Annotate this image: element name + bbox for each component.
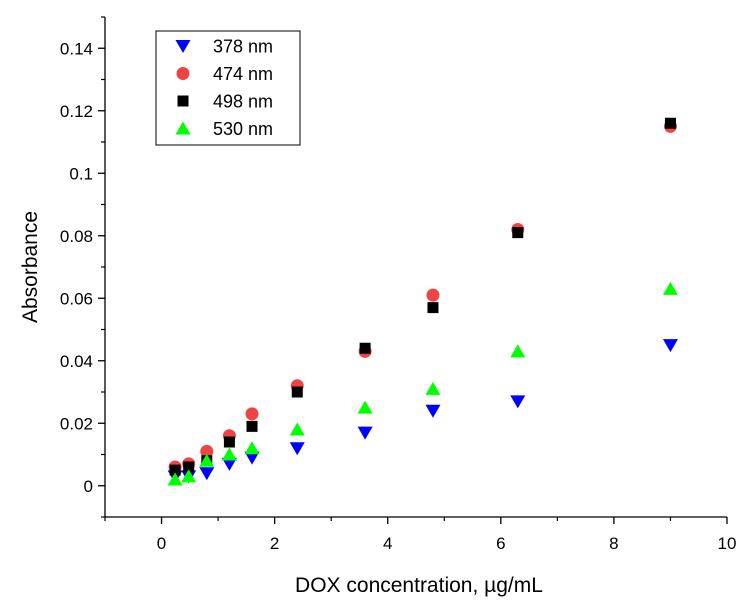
series-474-nm [168, 119, 677, 474]
data-point [359, 342, 371, 354]
y-tick-label: 0.08 [60, 227, 93, 246]
data-points [167, 117, 678, 486]
x-tick-label: 2 [270, 534, 279, 553]
y-tick-label: 0.1 [69, 164, 93, 183]
data-point [169, 464, 181, 476]
data-point [199, 453, 215, 467]
data-point [510, 395, 526, 409]
x-tick-label: 8 [609, 534, 618, 553]
y-tick-label: 0 [84, 477, 93, 496]
data-point [221, 447, 237, 461]
data-point [221, 457, 237, 471]
data-point [223, 436, 235, 448]
data-point [664, 117, 676, 129]
data-point [289, 422, 305, 436]
legend: 378 nm 474 nm 498 nm 530 nm [155, 30, 301, 146]
data-point [200, 444, 214, 458]
data-point [425, 381, 441, 395]
data-point [357, 400, 373, 414]
data-point [427, 302, 439, 314]
data-point [199, 467, 215, 481]
legend-box [155, 30, 301, 146]
y-tick-label: 0.06 [60, 289, 93, 308]
data-point [183, 461, 195, 473]
data-point [289, 442, 305, 456]
data-point [181, 469, 197, 483]
y-tick-label: 0.02 [60, 414, 93, 433]
data-point [510, 344, 526, 358]
y-tick-label: 0.14 [60, 39, 93, 58]
x-tick-label: 10 [718, 534, 737, 553]
data-point [357, 426, 373, 440]
data-point [167, 472, 183, 486]
x-tick-label: 0 [157, 534, 166, 553]
legend-marker [175, 40, 191, 53]
data-point [291, 386, 303, 398]
data-point [426, 288, 440, 302]
data-point [662, 281, 678, 295]
y-axis-title: Absorbance [19, 211, 42, 323]
data-point [244, 451, 260, 465]
data-point [512, 227, 524, 239]
series-530-nm [167, 281, 678, 486]
ticks: 0 2 4 6 8 10 0 0.02 0.04 0.06 0.08 0.1 0.12 0.14 [60, 16, 737, 553]
x-tick-label: 4 [383, 534, 392, 553]
legend-label: 474 nm [213, 64, 273, 84]
series-498-nm [169, 117, 676, 476]
y-tick-label: 0.12 [60, 102, 93, 121]
legend-marker [177, 95, 189, 107]
legend-label: 530 nm [213, 119, 273, 139]
legend-marker [176, 67, 190, 80]
data-point [662, 339, 678, 353]
series-378-nm [167, 339, 678, 484]
x-axis-title: DOX concentration, µg/mL [295, 574, 543, 597]
legend-label: 378 nm [213, 37, 273, 57]
data-point [245, 407, 259, 421]
legend-marker [175, 121, 191, 135]
y-tick-label: 0.04 [60, 352, 93, 371]
x-tick-label: 6 [496, 534, 505, 553]
data-point [425, 404, 441, 418]
data-point [244, 441, 260, 455]
data-point [246, 420, 258, 432]
legend-label: 498 nm [213, 92, 273, 112]
